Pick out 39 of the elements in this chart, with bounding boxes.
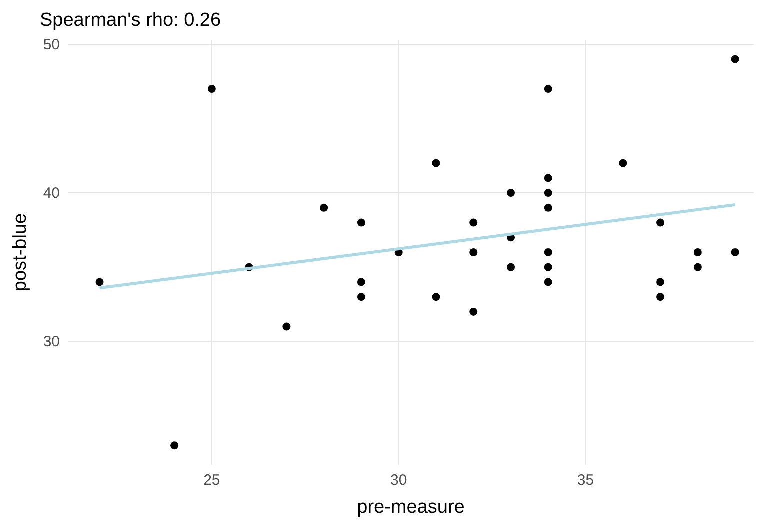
point bbox=[544, 204, 552, 212]
chart-title: Spearman's rho: 0.26 bbox=[40, 10, 222, 31]
x-tick-label: 25 bbox=[204, 472, 220, 489]
point bbox=[731, 248, 740, 256]
point bbox=[544, 263, 552, 272]
x-tick-label: 35 bbox=[577, 472, 594, 489]
point bbox=[544, 174, 552, 182]
x-tick-label: 30 bbox=[390, 472, 408, 489]
point bbox=[320, 204, 328, 212]
point bbox=[470, 308, 478, 316]
y-tick-label: 30 bbox=[43, 334, 60, 351]
point bbox=[470, 218, 478, 227]
point bbox=[694, 263, 702, 272]
point bbox=[208, 85, 216, 94]
point bbox=[432, 159, 440, 168]
point bbox=[357, 218, 366, 227]
x-axis-title: pre-measure bbox=[357, 497, 465, 518]
point bbox=[507, 263, 516, 272]
point bbox=[432, 293, 440, 302]
point bbox=[357, 293, 366, 302]
point bbox=[96, 278, 104, 286]
point bbox=[656, 218, 665, 227]
point bbox=[507, 189, 516, 198]
point bbox=[544, 278, 552, 286]
point bbox=[170, 442, 179, 450]
point bbox=[656, 293, 665, 302]
y-tick-label: 40 bbox=[43, 185, 60, 202]
point bbox=[544, 248, 552, 256]
point bbox=[544, 189, 552, 198]
point bbox=[656, 278, 665, 286]
point bbox=[470, 248, 478, 256]
point bbox=[694, 248, 702, 256]
point bbox=[282, 322, 291, 331]
point bbox=[731, 55, 740, 64]
y-axis-title: post-blue bbox=[10, 213, 31, 292]
point bbox=[357, 278, 366, 286]
point bbox=[619, 159, 628, 168]
point bbox=[544, 85, 552, 94]
y-tick-label: 50 bbox=[43, 36, 60, 54]
